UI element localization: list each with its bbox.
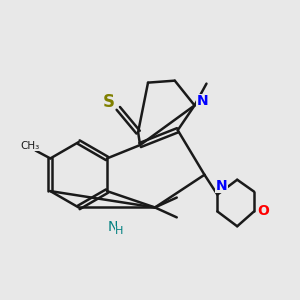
Text: N: N	[107, 220, 118, 234]
Text: N: N	[215, 179, 227, 193]
Text: CH₃: CH₃	[20, 140, 39, 151]
Text: S: S	[102, 93, 114, 111]
Text: N: N	[197, 94, 208, 109]
Text: O: O	[257, 204, 269, 218]
Text: H: H	[115, 226, 124, 236]
